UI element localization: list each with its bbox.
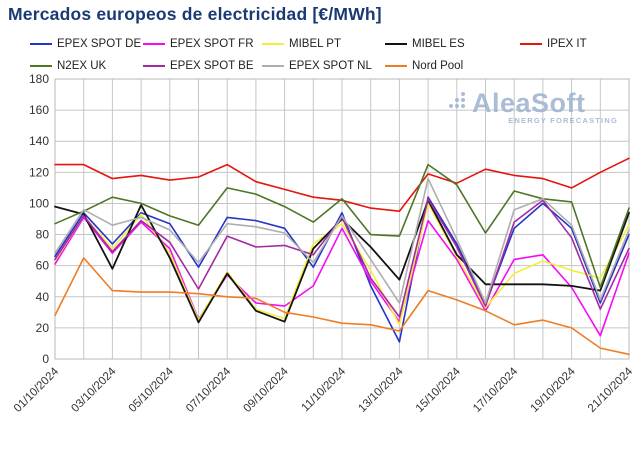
y-tick-label: 160 [29,103,49,117]
x-tick-label: 19/10/2024 [529,365,579,415]
x-tick-label: 13/10/2024 [356,365,406,415]
legend-label: N2EX UK [57,60,107,72]
x-tick-label: 03/10/2024 [69,365,119,415]
legend-label: EPEX SPOT NL [289,60,372,72]
series-line-n2ex-uk [54,163,630,289]
legend-label: Nord Pool [412,60,464,72]
series-line-epex-spot-de [54,196,630,343]
legend-label: EPEX SPOT FR [170,38,254,50]
legend-label: MIBEL PT [289,38,341,50]
legend-label: EPEX SPOT BE [170,60,254,72]
x-tick-label: 21/10/2024 [586,365,636,415]
legend-item-n2ex-uk: N2EX UK [30,59,106,73]
legend-swatch-icon [385,42,407,46]
legend-item-epex-spot-be: EPEX SPOT BE [143,59,254,73]
x-tick-label: 05/10/2024 [127,365,177,415]
y-tick-label: 20 [36,321,50,335]
y-tick-label: 0 [42,352,49,366]
legend-item-mibel-es: MIBEL ES [385,37,465,51]
legend-swatch-icon [30,64,52,68]
legend-item-epex-spot-fr: EPEX SPOT FR [143,37,254,51]
y-tick-label: 140 [29,134,49,148]
series-line-nord-pool [54,257,630,356]
legend-swatch-icon [262,42,284,46]
y-tick-label: 120 [29,165,49,179]
x-tick-label: 07/10/2024 [184,365,234,415]
x-tick-label: 01/10/2024 [12,365,62,415]
legend-swatch-icon [520,42,542,46]
y-tick-label: 80 [36,228,50,242]
series-line-epex-spot-nl [54,177,630,304]
legend-item-ipex-it: IPEX IT [520,37,587,51]
y-tick-label: 180 [29,72,49,86]
x-tick-label: 17/10/2024 [471,365,521,415]
legend-item-epex-spot-nl: EPEX SPOT NL [262,59,372,73]
x-tick-label: 11/10/2024 [300,365,349,414]
legend-swatch-icon [30,42,52,46]
legend-swatch-icon [143,42,165,46]
legend-label: IPEX IT [547,38,587,50]
plot-border [54,78,630,360]
series-line-epex-spot-fr [54,216,630,337]
y-tick-label: 60 [36,259,50,273]
x-tick-label: 09/10/2024 [242,365,292,415]
legend-item-nord-pool: Nord Pool [385,59,463,73]
page-title: Mercados europeos de electricidad [€/MWh… [8,4,382,24]
legend-item-epex-spot-de: EPEX SPOT DE [30,37,141,51]
legend-item-mibel-pt: MIBEL PT [262,37,341,51]
legend-label: EPEX SPOT DE [57,38,142,50]
y-tick-label: 100 [29,196,49,210]
legend-swatch-icon [143,64,165,68]
series-line-ipex-it [54,157,630,212]
legend-swatch-icon [262,64,284,68]
legend-label: MIBEL ES [412,38,465,50]
x-tick-label: 15/10/2024 [414,365,464,415]
y-tick-label: 40 [36,290,50,304]
legend-swatch-icon [385,64,407,68]
